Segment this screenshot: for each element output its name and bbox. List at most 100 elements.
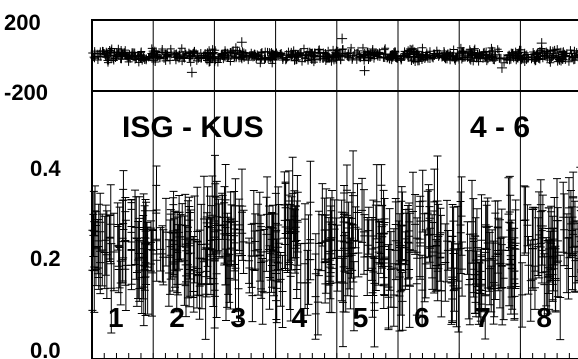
bottom-data-point — [141, 199, 150, 264]
bottom-data-point — [379, 262, 388, 310]
bottom-data-point — [326, 238, 335, 282]
bottom-data-point — [534, 217, 543, 277]
bottom-data-point — [418, 169, 427, 233]
bottom-data-point — [278, 254, 287, 329]
segment-label-2: 2 — [169, 302, 185, 333]
bottom-data-point — [262, 196, 271, 272]
bottom-data-point — [231, 224, 240, 313]
top-data-point — [449, 51, 458, 60]
top-data-point — [451, 56, 460, 65]
bottom-data-point — [291, 205, 300, 259]
bottom-data-point — [372, 164, 381, 240]
top-outlier-point — [337, 33, 348, 44]
bottom-data-point — [183, 231, 192, 299]
top-data-point — [542, 47, 551, 56]
bottom-data-point — [341, 231, 350, 313]
top-data-point — [491, 53, 500, 62]
top-data-point — [116, 55, 125, 64]
bottom-data-point — [538, 194, 547, 258]
bottom-data-point — [257, 226, 266, 299]
top-ytick-label-minus-200: -200 — [4, 80, 48, 105]
top-data-point — [418, 43, 427, 52]
top-outlier-point — [186, 67, 197, 78]
bottom-ytick-label-0-4: 0.4 — [30, 156, 61, 181]
top-data-point — [461, 53, 470, 62]
segment-label-6: 6 — [414, 302, 430, 333]
range-label: 4 - 6 — [470, 111, 530, 144]
bottom-data-point — [518, 262, 527, 328]
top-data-point — [152, 47, 161, 56]
top-data-point — [333, 49, 342, 58]
bottom-data-point — [538, 210, 547, 266]
bottom-data-point — [342, 164, 351, 216]
bottom-data-point — [102, 210, 111, 299]
bottom-data-point — [477, 194, 486, 287]
top-data-point — [237, 55, 246, 64]
bottom-data-point — [508, 227, 517, 310]
bottom-data-point — [274, 204, 283, 283]
top-data-point — [171, 53, 180, 62]
segment-label-5: 5 — [353, 302, 369, 333]
bottom-data-point — [553, 207, 562, 298]
bottom-data-point — [421, 229, 430, 299]
bottom-data-point — [547, 205, 556, 281]
top-data-point — [509, 54, 518, 63]
bottom-ytick-label-0-2: 0.2 — [30, 246, 61, 271]
top-data-point — [232, 52, 241, 61]
bottom-data-point — [164, 239, 173, 307]
bottom-data-point — [214, 198, 223, 252]
bottom-data-point — [411, 193, 420, 255]
station-pair-label: ISG - KUS — [122, 111, 264, 144]
top-data-point — [430, 49, 439, 58]
bottom-data-point — [477, 256, 486, 313]
bottom-data-point — [443, 230, 452, 271]
bottom-data-point — [181, 246, 190, 318]
top-data-point — [338, 45, 347, 54]
bottom-data-point — [499, 236, 508, 321]
top-data-point — [373, 52, 382, 61]
top-data-point — [107, 55, 116, 64]
bottom-data-point — [263, 176, 272, 253]
bottom-data-point — [389, 228, 398, 308]
bottom-data-point — [344, 201, 353, 255]
bottom-data-point — [564, 237, 573, 300]
bottom-data-point — [321, 214, 330, 304]
top-data-point — [157, 48, 166, 57]
bottom-data-point — [121, 211, 130, 270]
bottom-data-point — [449, 220, 458, 287]
bottom-data-point — [234, 255, 243, 323]
bottom-data-point — [266, 226, 275, 281]
bottom-data-point — [489, 240, 498, 325]
top-data-point — [390, 49, 399, 58]
bottom-data-point — [529, 209, 538, 280]
top-data-point — [561, 51, 570, 60]
bottom-data-point — [152, 165, 161, 255]
bottom-data-point — [483, 197, 492, 289]
top-outlier-point — [236, 37, 247, 48]
bottom-data-point — [284, 194, 293, 264]
bottom-data-point — [132, 196, 141, 280]
bottom-data-point — [218, 192, 227, 259]
top-data-point — [111, 54, 120, 63]
bottom-data-point — [531, 207, 540, 272]
bottom-data-point — [391, 198, 400, 251]
bottom-data-point — [564, 177, 573, 239]
bottom-data-point — [311, 253, 320, 340]
top-data-point — [551, 49, 560, 58]
bottom-data-point — [371, 204, 380, 291]
top-data-point — [338, 45, 347, 54]
bottom-data-point — [238, 205, 247, 261]
bottom-data-point — [435, 234, 444, 282]
top-data-point — [124, 52, 133, 61]
bottom-data-point — [225, 253, 234, 303]
top-data-point — [166, 48, 175, 57]
bottom-data-point — [269, 213, 278, 297]
top-data-point — [413, 47, 422, 56]
top-data-point — [391, 48, 400, 57]
top-data-point — [287, 51, 296, 60]
top-data-point — [304, 56, 313, 65]
bottom-data-point — [285, 219, 294, 311]
bottom-data-point — [437, 263, 446, 318]
top-data-point — [449, 45, 458, 54]
bottom-data-point — [174, 224, 183, 296]
